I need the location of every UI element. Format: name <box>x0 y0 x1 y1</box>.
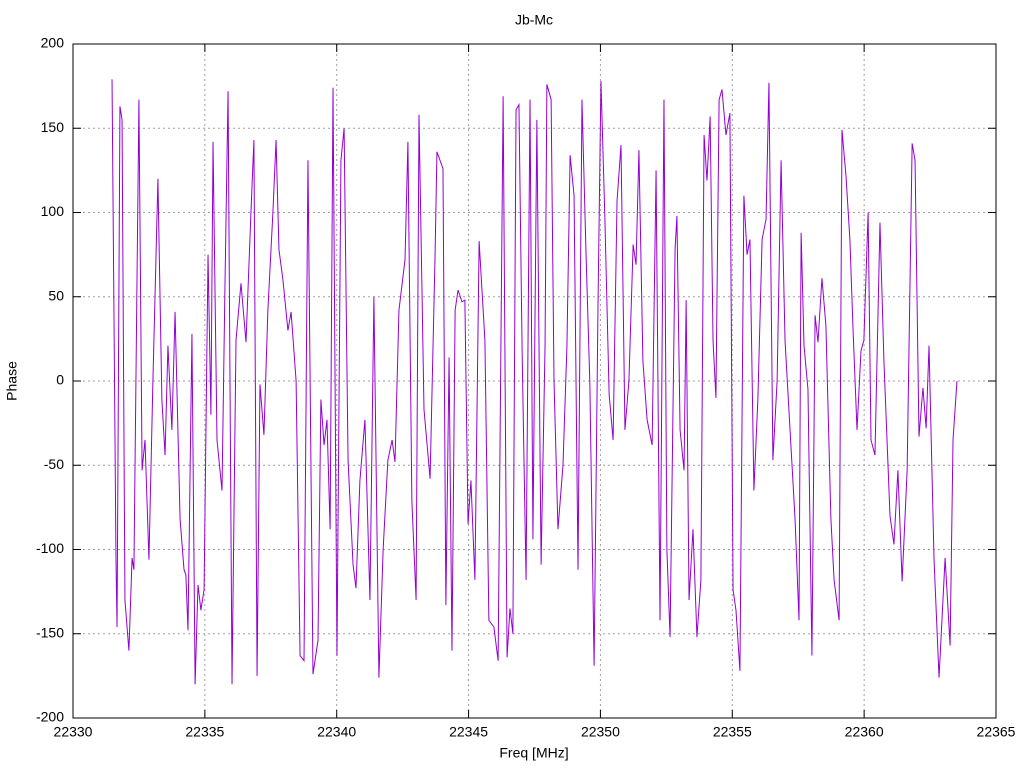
y-tick-label: 100 <box>41 203 65 219</box>
y-tick-label: -50 <box>44 456 64 472</box>
x-tick-label: 22345 <box>449 724 488 740</box>
x-tick-label: 22355 <box>713 724 752 740</box>
x-tick-label: 22350 <box>581 724 620 740</box>
x-tick-label: 22335 <box>185 724 224 740</box>
y-tick-label: 200 <box>41 35 65 51</box>
y-tick-label: -100 <box>36 540 64 556</box>
y-axis-label: Phase <box>4 361 20 401</box>
plot-frame <box>72 43 997 719</box>
y-tick-label: 0 <box>56 372 64 388</box>
data-line <box>111 79 958 685</box>
x-tick-label: 22360 <box>845 724 884 740</box>
chart-title: Jb-Mc <box>515 12 553 28</box>
y-tick-label: 50 <box>48 287 64 303</box>
y-tick-label: -150 <box>36 624 64 640</box>
x-axis-label: Freq [MHz] <box>499 745 568 761</box>
y-tick-label: 150 <box>41 119 65 135</box>
x-tick-label: 22330 <box>54 724 93 740</box>
x-tick-label: 22365 <box>977 724 1016 740</box>
y-tick-label: -200 <box>36 709 64 725</box>
x-tick-label: 22340 <box>317 724 356 740</box>
